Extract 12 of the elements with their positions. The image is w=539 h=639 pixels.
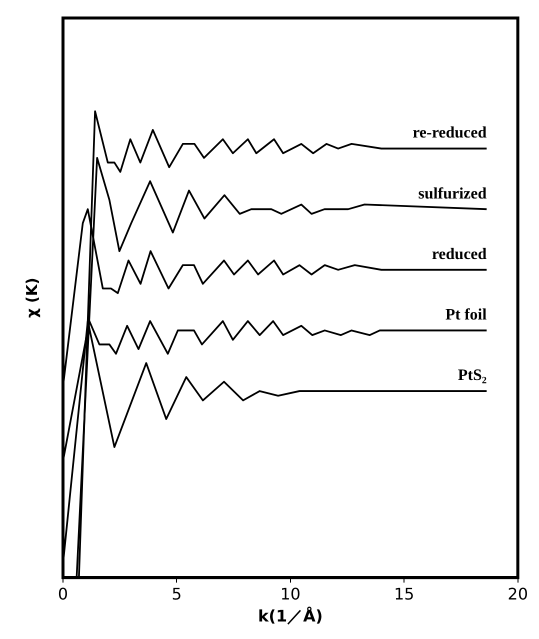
x-tick-label: 20 bbox=[508, 584, 528, 604]
x-tick-label: 10 bbox=[280, 584, 301, 604]
series-label: sulfurized bbox=[418, 185, 487, 202]
x-tick-label: 5 bbox=[172, 584, 182, 604]
series-label: re-reduced bbox=[412, 124, 487, 142]
x-axis-title: k(1／Å) bbox=[258, 606, 323, 626]
series-label: Pt foil bbox=[445, 306, 488, 324]
y-axis-title: χ (K) bbox=[22, 278, 41, 318]
x-tick-label: 15 bbox=[394, 584, 414, 604]
series-label: PtS₂ bbox=[458, 367, 487, 384]
x-tick-label: 0 bbox=[58, 584, 68, 604]
series-label: reduced bbox=[432, 246, 487, 263]
